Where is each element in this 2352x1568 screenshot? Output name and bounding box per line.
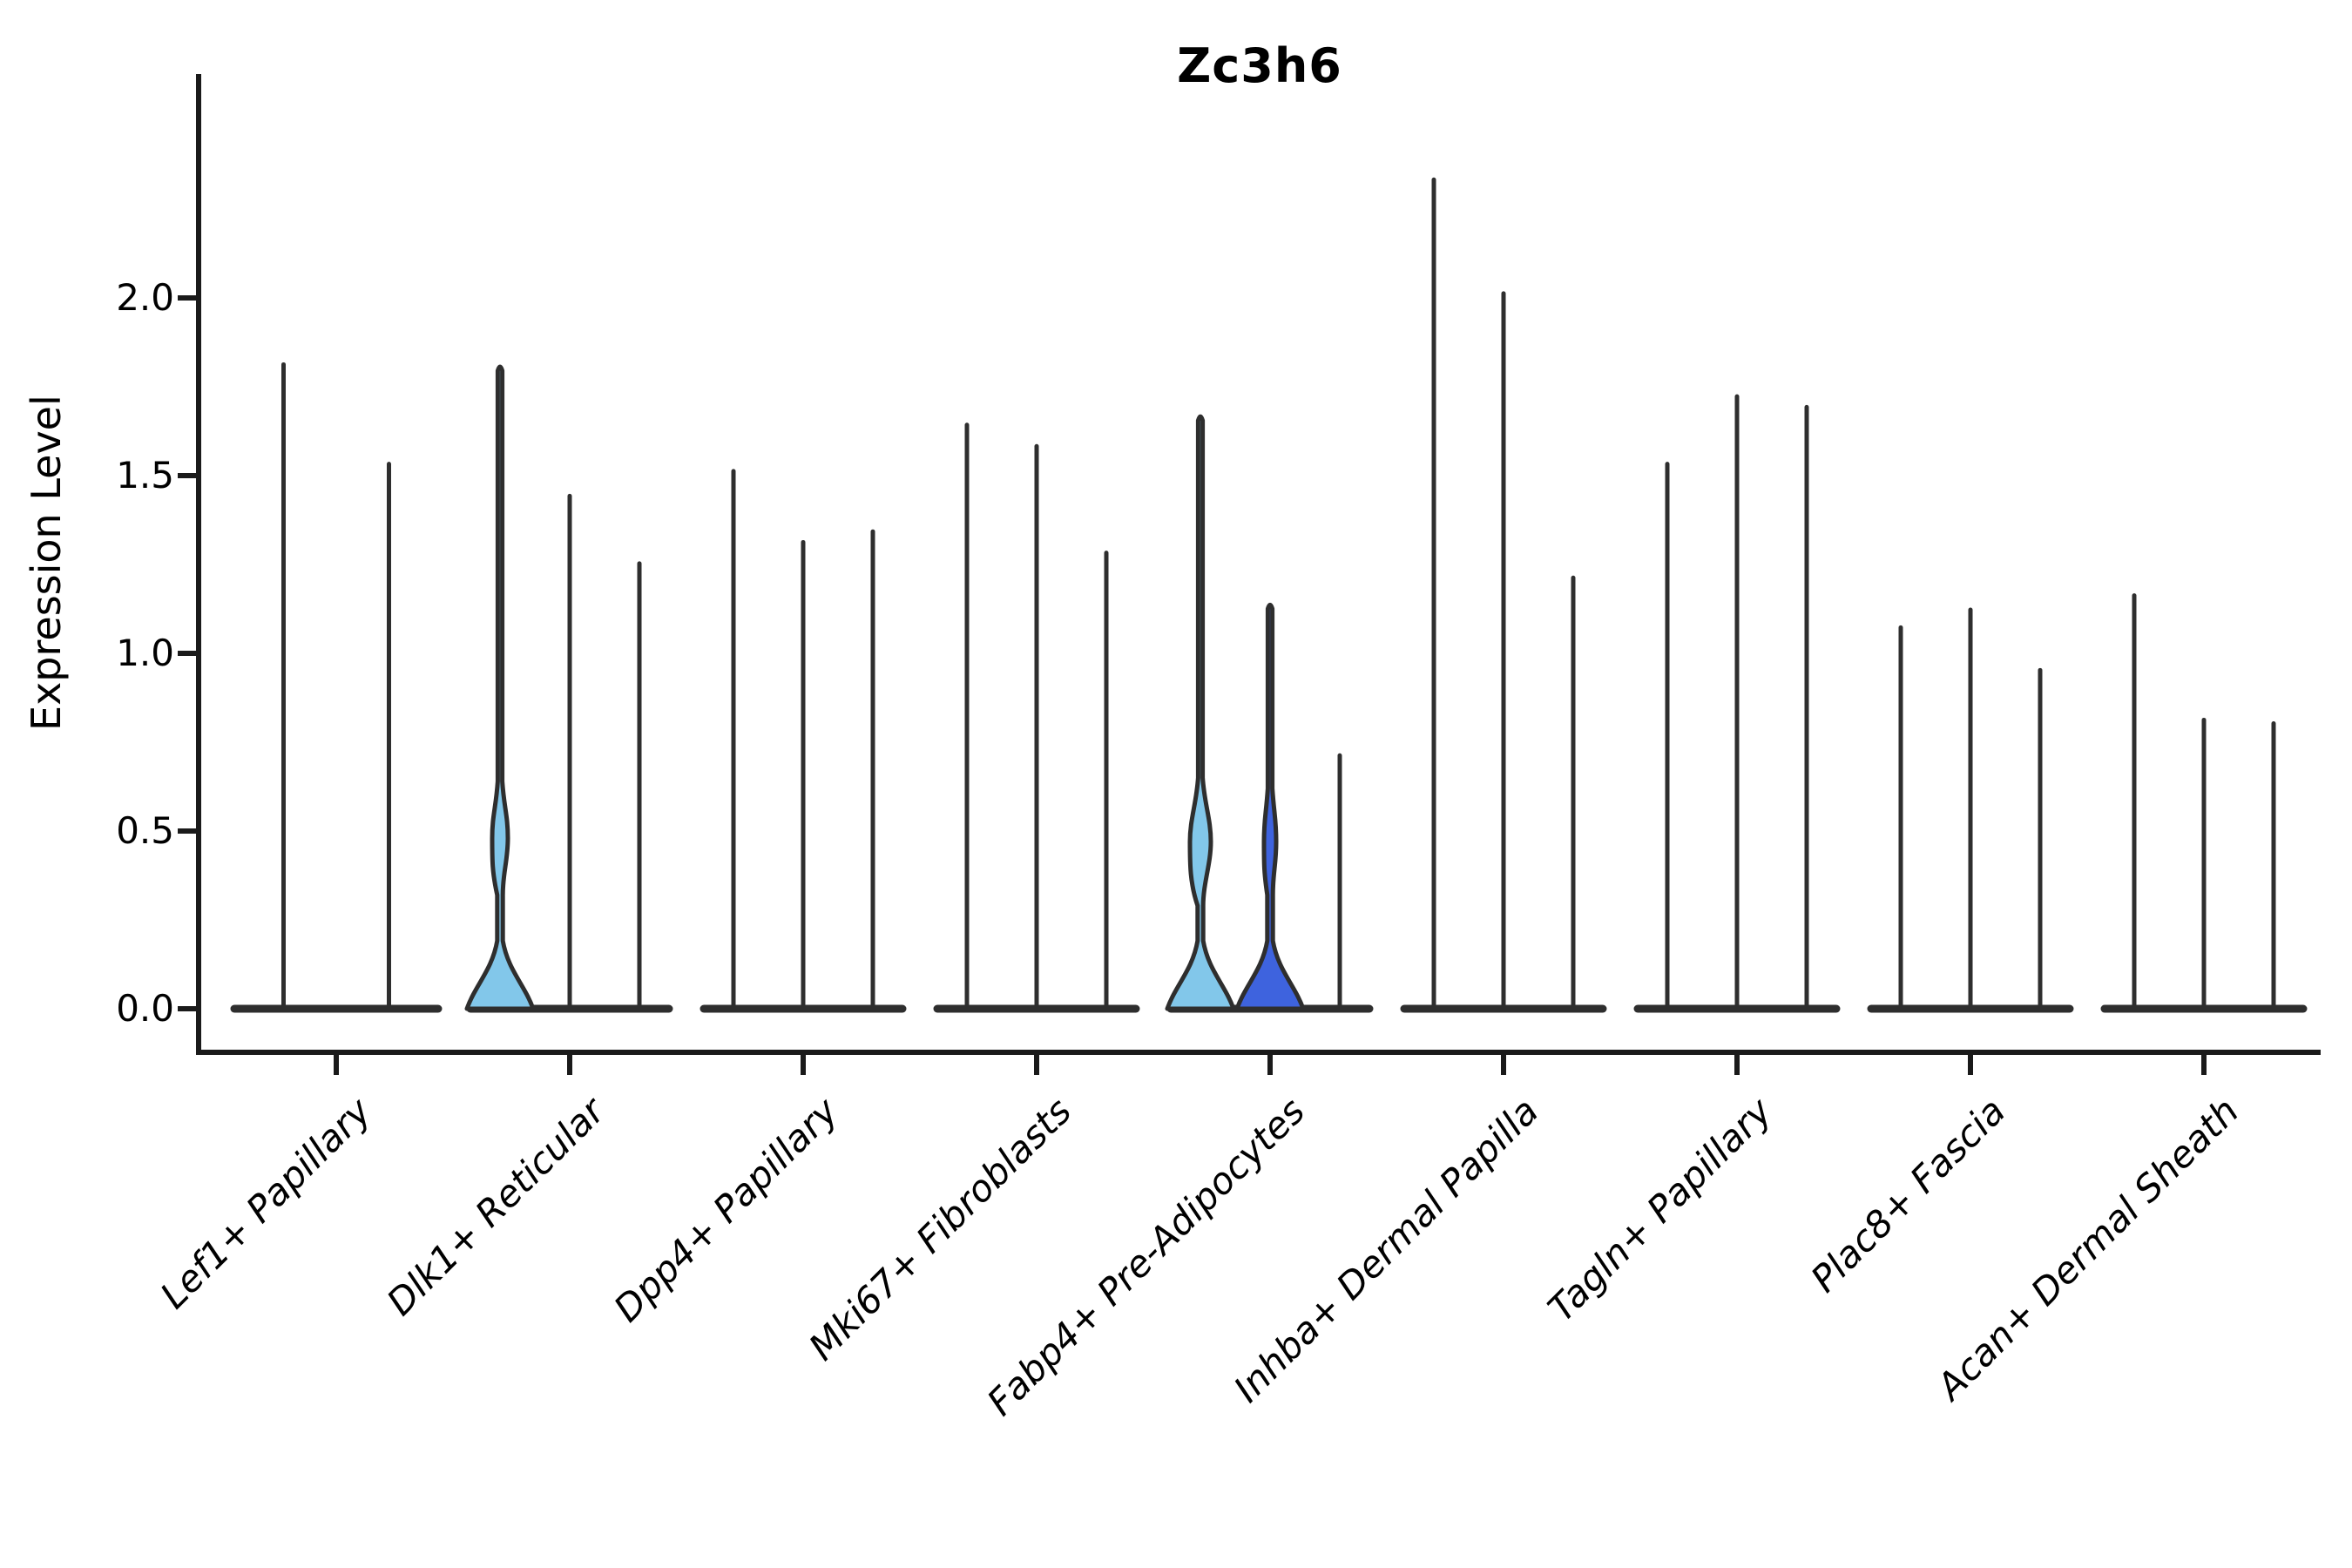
violin-filled <box>464 364 536 1011</box>
violin-group <box>700 469 907 1075</box>
chart-title: Zc3h6 <box>1177 38 1342 93</box>
violin-filled <box>1234 602 1306 1011</box>
y-tick-label-1.0: 1.0 <box>116 632 174 674</box>
y-tick-label-1.5: 1.5 <box>116 454 174 497</box>
violin-group <box>1400 177 1607 1075</box>
violin-group <box>464 364 673 1075</box>
violin-group <box>1165 414 1374 1075</box>
y-tick-label-0.5: 0.5 <box>116 809 174 852</box>
violin-group <box>2100 593 2308 1075</box>
violin-group <box>1633 394 1841 1075</box>
violin-group <box>230 362 443 1075</box>
violin-filled <box>1165 414 1236 1011</box>
violin-group <box>1867 607 2074 1075</box>
y-tick-label-0.0: 0.0 <box>116 987 174 1030</box>
violin-group <box>933 422 1140 1075</box>
y-tick-label-2.0: 2.0 <box>116 276 174 319</box>
